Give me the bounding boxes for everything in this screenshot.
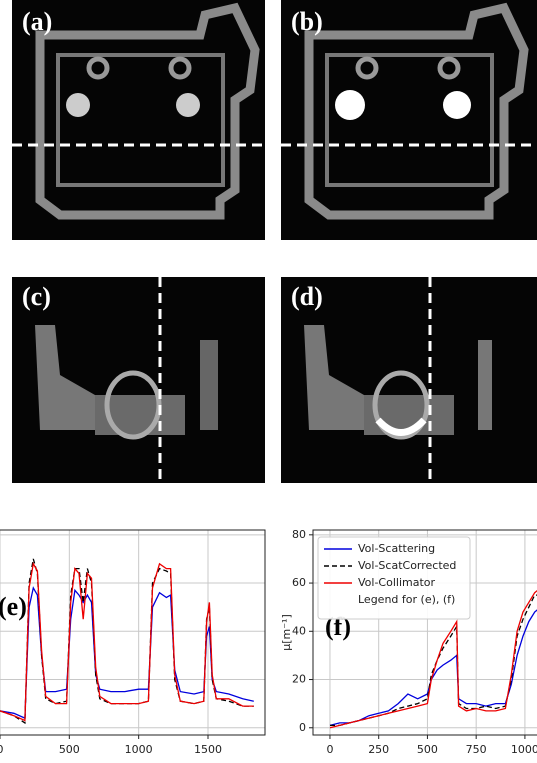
- plot-content: [0, 530, 265, 735]
- panel-label: (a): [22, 7, 52, 36]
- x-tick-label: 750: [466, 743, 487, 756]
- x-tick-label: 1000: [125, 743, 153, 756]
- x-tick-label: 500: [59, 743, 80, 756]
- x-tick-label: 0: [326, 743, 333, 756]
- y-tick-label: 40: [292, 624, 306, 637]
- legend-box: [317, 536, 471, 620]
- series-line: [0, 561, 254, 722]
- x-tick-label: 250: [368, 743, 389, 756]
- legend-label: Vol-ScatCorrected: [358, 559, 456, 572]
- series-line: [329, 589, 537, 729]
- legend-label: Vol-Scattering: [358, 542, 435, 555]
- legend-label: Vol-Collimator: [358, 576, 436, 589]
- y-tick-label: 80: [292, 528, 306, 541]
- panel-b: (b): [281, 0, 537, 240]
- x-tick-label: 0: [0, 743, 3, 756]
- plot-area: [0, 530, 265, 735]
- x-tick-label: 1500: [194, 743, 222, 756]
- panel-label: (c): [22, 282, 51, 311]
- y-axis-label: μ[m⁻¹]: [280, 614, 293, 651]
- panel-d: (d): [281, 277, 537, 483]
- legend-note: Legend for (e), (f): [358, 593, 455, 606]
- panel-c: (c): [12, 277, 265, 483]
- panel-a: (a): [12, 0, 265, 240]
- y-tick-label: 20: [292, 673, 306, 686]
- panel-label: (d): [291, 282, 323, 311]
- axes-frame: [0, 529, 266, 736]
- plot-content: [313, 530, 537, 735]
- series-line: [330, 594, 537, 727]
- axes-frame: [312, 529, 537, 736]
- y-tick-label: 0: [299, 721, 306, 734]
- series-line: [329, 609, 537, 727]
- panel-label: (b): [291, 7, 323, 36]
- y-tick-label: 60: [292, 576, 306, 589]
- x-tick-label: 1000: [511, 743, 537, 756]
- x-tick-label: 500: [417, 743, 438, 756]
- panel-label: (e): [0, 592, 27, 621]
